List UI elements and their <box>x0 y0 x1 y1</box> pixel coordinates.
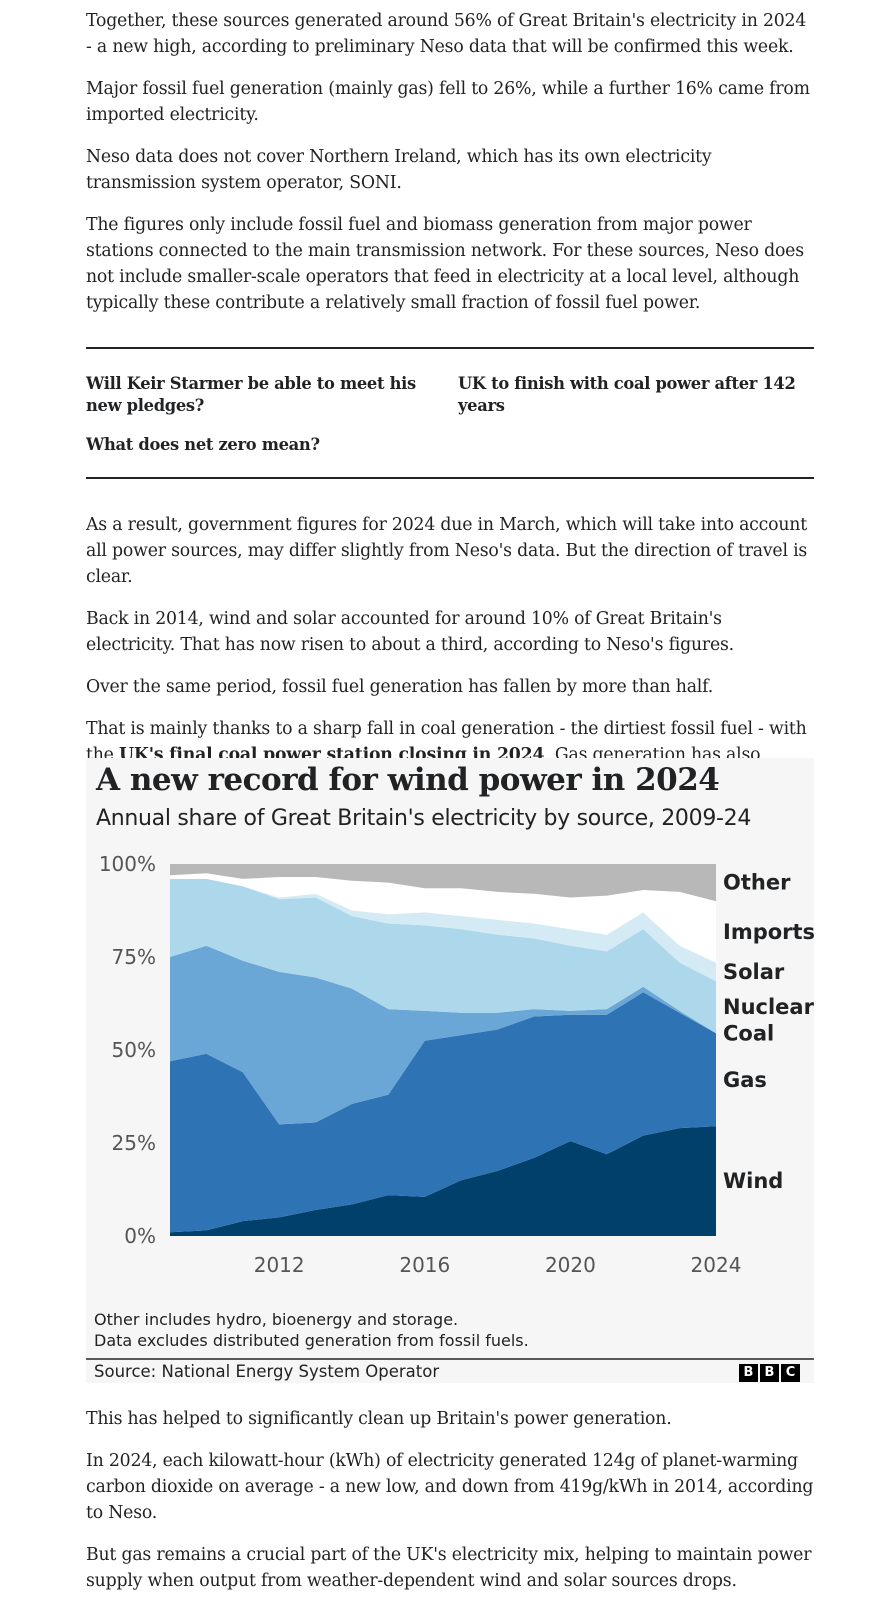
y-tick-label: 75% <box>112 945 156 969</box>
bbc-logo: B B C <box>739 1364 800 1382</box>
chart-source-row: Source: National Energy System Operator … <box>86 1358 814 1385</box>
paragraph: Major fossil fuel generation (mainly gas… <box>86 79 810 125</box>
area-gas <box>170 992 716 1233</box>
paragraph: Back in 2014, wind and solar accounted f… <box>86 609 734 655</box>
chart-note: Other includes hydro, bioenergy and stor… <box>94 1310 459 1329</box>
chart-source: Source: National Energy System Operator <box>94 1362 440 1381</box>
paragraph: In 2024, each kilowatt-hour (kWh) of ele… <box>86 1451 814 1523</box>
bbc-logo-letter: B <box>760 1364 779 1382</box>
series-label-wind: Wind <box>723 1169 783 1193</box>
series-label-gas: Gas <box>723 1068 767 1092</box>
paragraph: Over the same period, fossil fuel genera… <box>86 677 714 697</box>
series-label-solar: Solar <box>723 960 785 984</box>
y-tick-label: 100% <box>99 852 156 876</box>
area-imports <box>170 873 716 963</box>
area-nuclear <box>170 878 716 1034</box>
x-tick-label: 2020 <box>545 1253 596 1277</box>
area-coal <box>170 945 716 1125</box>
series-label-other: Other <box>723 871 791 895</box>
chart-subtitle: Annual share of Great Britain's electric… <box>96 806 752 831</box>
chart: A new record for wind power in 2024 Annu… <box>86 758 814 1383</box>
paragraph: The figures only include fossil fuel and… <box>86 215 804 313</box>
article-body-top: Together, these sources generated around… <box>86 8 816 332</box>
y-tick-label: 25% <box>112 1131 156 1155</box>
article-body-bottom: This has helped to significantly clean u… <box>86 1406 816 1610</box>
paragraph: But gas remains a crucial part of the UK… <box>86 1545 812 1591</box>
paragraph: As a result, government figures for 2024… <box>86 515 808 587</box>
y-tick-label: 0% <box>124 1224 156 1248</box>
bbc-logo-letter: B <box>739 1364 758 1382</box>
x-tick-label: 2012 <box>254 1253 305 1277</box>
x-tick-label: 2016 <box>399 1253 450 1277</box>
bbc-logo-letter: C <box>781 1364 800 1382</box>
series-label-coal: Coal <box>723 1021 774 1045</box>
x-tick-label: 2024 <box>691 1253 742 1277</box>
related-link-coal[interactable]: UK to finish with coal power after 142 y… <box>458 374 796 415</box>
series-label-imports: Imports <box>723 920 814 944</box>
series-label-nuclear: Nuclear <box>723 995 814 1019</box>
area-wind <box>170 1126 716 1236</box>
chart-title: A new record for wind power in 2024 <box>96 762 720 798</box>
y-tick-label: 50% <box>112 1038 156 1062</box>
paragraph: This has helped to significantly clean u… <box>86 1409 672 1429</box>
related-link-net-zero[interactable]: What does net zero mean? <box>86 435 320 454</box>
related-links: Will Keir Starmer be able to meet his ne… <box>86 347 814 479</box>
area-other <box>170 864 716 902</box>
paragraph: Together, these sources generated around… <box>86 11 807 57</box>
paragraph: Neso data does not cover Northern Irelan… <box>86 147 712 193</box>
chart-plot: 0% 25% 50% 75% 100% 2012 2016 2020 2024 Wind Gas Co… <box>99 852 814 1277</box>
related-link-starmer[interactable]: Will Keir Starmer be able to meet his ne… <box>86 374 416 415</box>
chart-note: Data excludes distributed generation fro… <box>94 1331 529 1350</box>
